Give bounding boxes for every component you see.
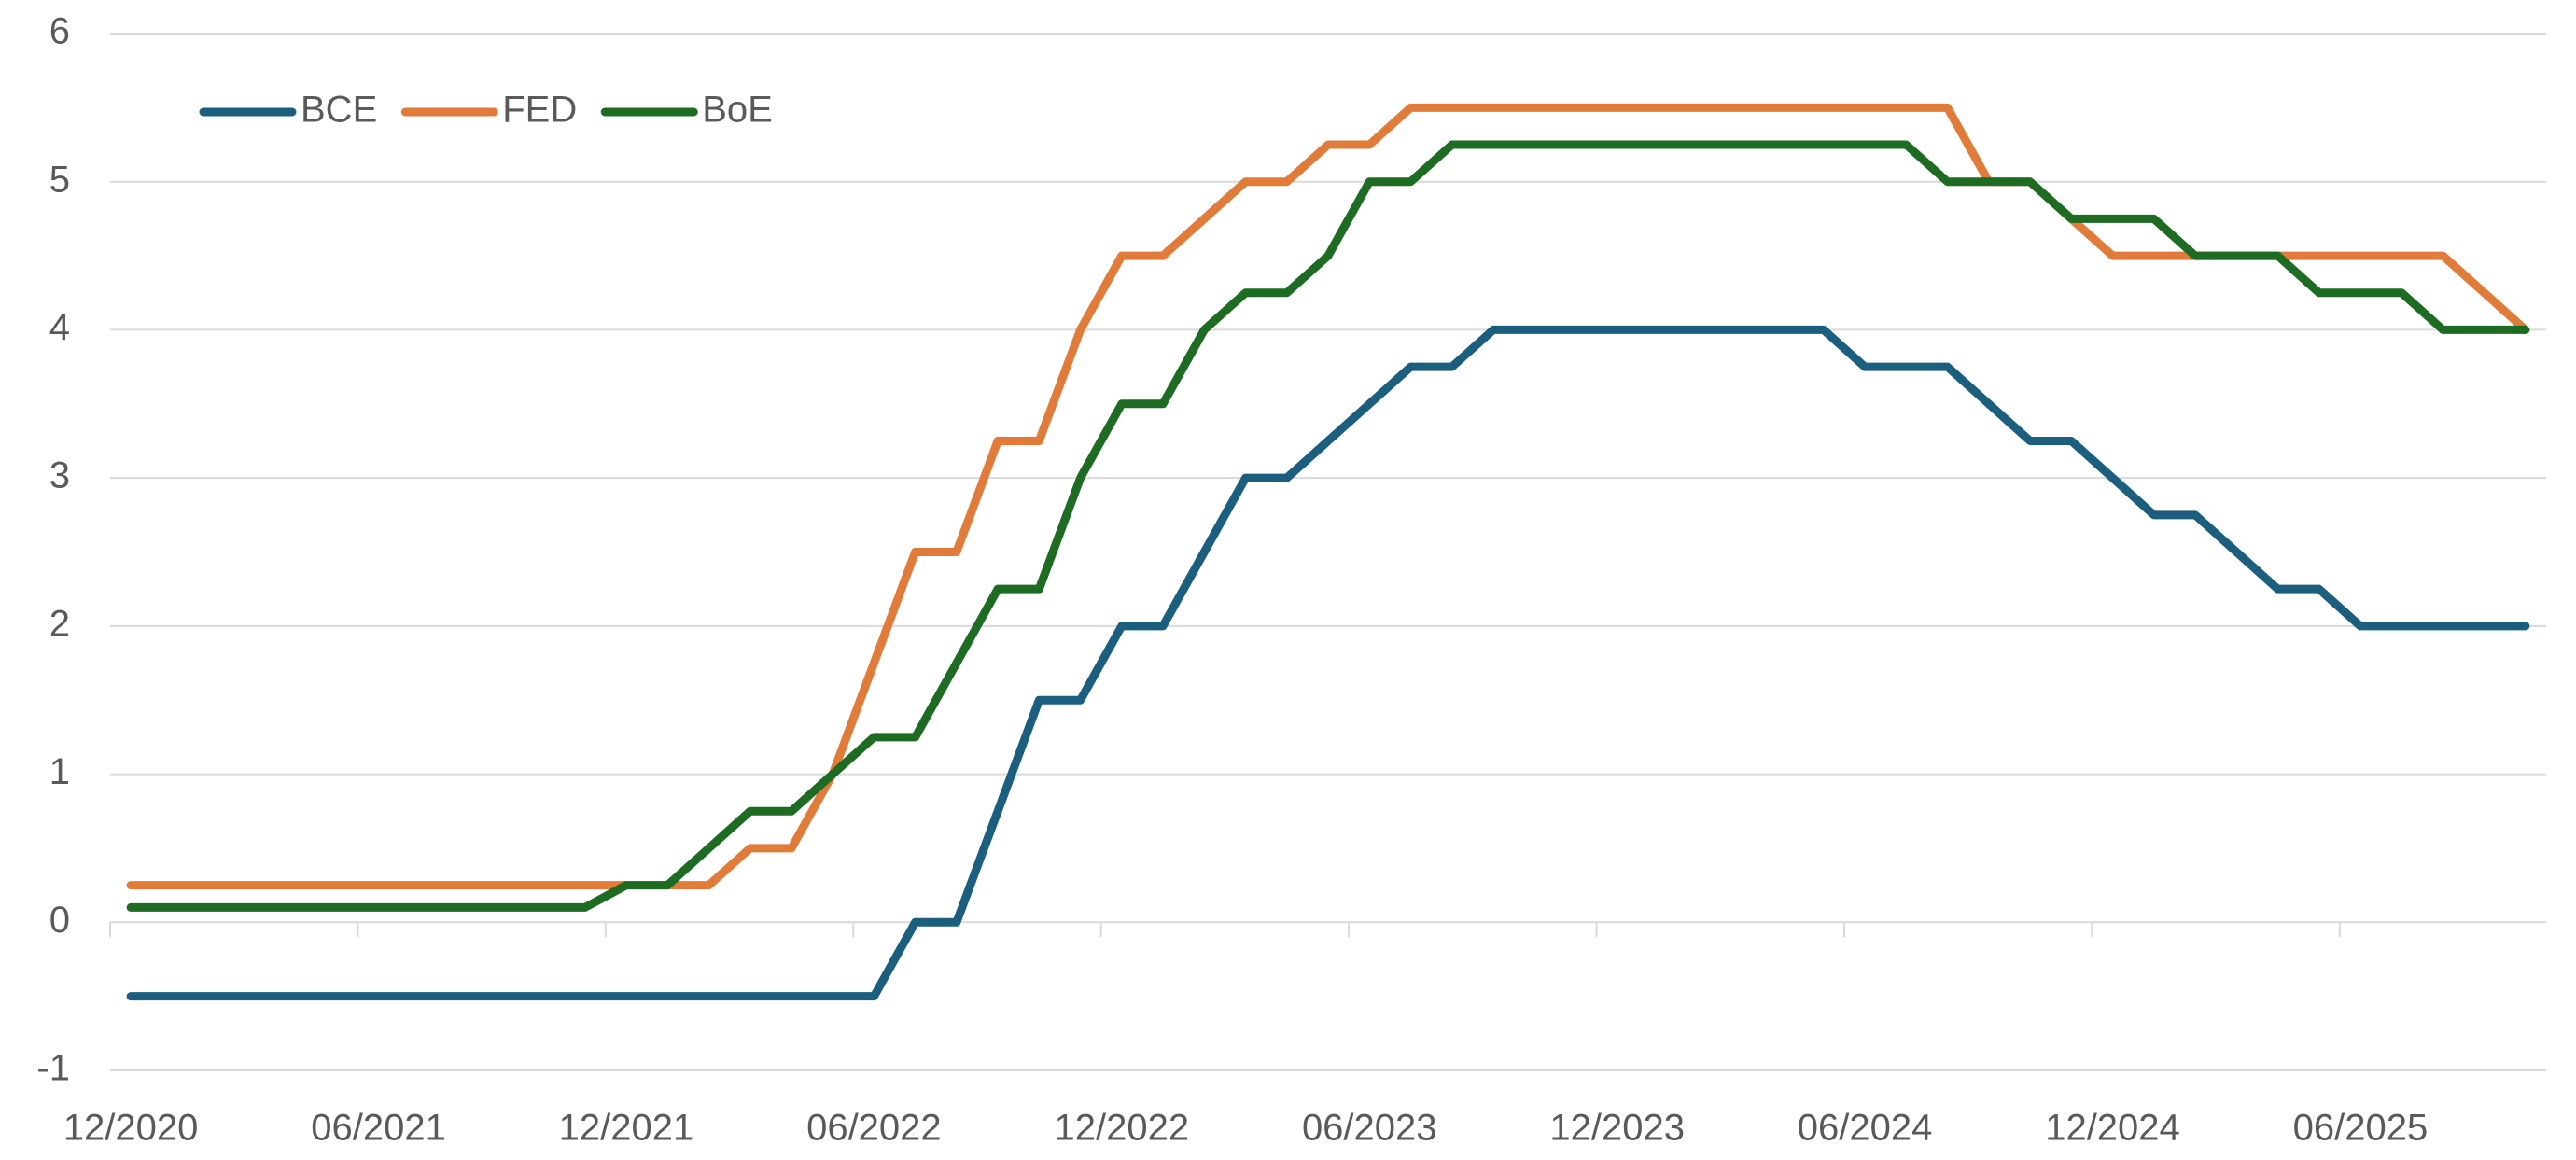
legend-label: BoE xyxy=(702,90,773,131)
y-tick-label: 4 xyxy=(49,307,70,348)
series-line xyxy=(126,140,2530,912)
x-tick-label: 12/2022 xyxy=(1055,1108,1190,1149)
y-tick-label: 3 xyxy=(49,455,70,496)
x-tick-label: 12/2024 xyxy=(2045,1108,2180,1149)
x-tick-label: 06/2024 xyxy=(1798,1108,1933,1149)
legend-label: FED xyxy=(502,90,577,131)
series-line xyxy=(126,103,2530,890)
legend-label: BCE xyxy=(301,90,377,131)
legend: BCE FED BoE xyxy=(199,90,773,131)
y-tick-label: -1 xyxy=(36,1048,70,1089)
x-tick-label: 12/2021 xyxy=(559,1108,694,1149)
x-tick-label: 06/2021 xyxy=(311,1108,446,1149)
y-tick-label: 5 xyxy=(49,159,70,200)
x-tick-label: 06/2025 xyxy=(2293,1108,2429,1149)
y-tick-label: 2 xyxy=(49,603,70,644)
x-tick-label: 06/2022 xyxy=(806,1108,942,1149)
x-tick-label: 12/2020 xyxy=(63,1108,199,1149)
y-tick-label: 1 xyxy=(49,751,70,792)
y-tick-label: 0 xyxy=(49,900,70,941)
y-tick-label: 6 xyxy=(49,11,70,52)
x-tick-label: 06/2023 xyxy=(1302,1108,1437,1149)
x-tick-label: 12/2023 xyxy=(1549,1108,1685,1149)
series-line xyxy=(126,325,2530,1001)
